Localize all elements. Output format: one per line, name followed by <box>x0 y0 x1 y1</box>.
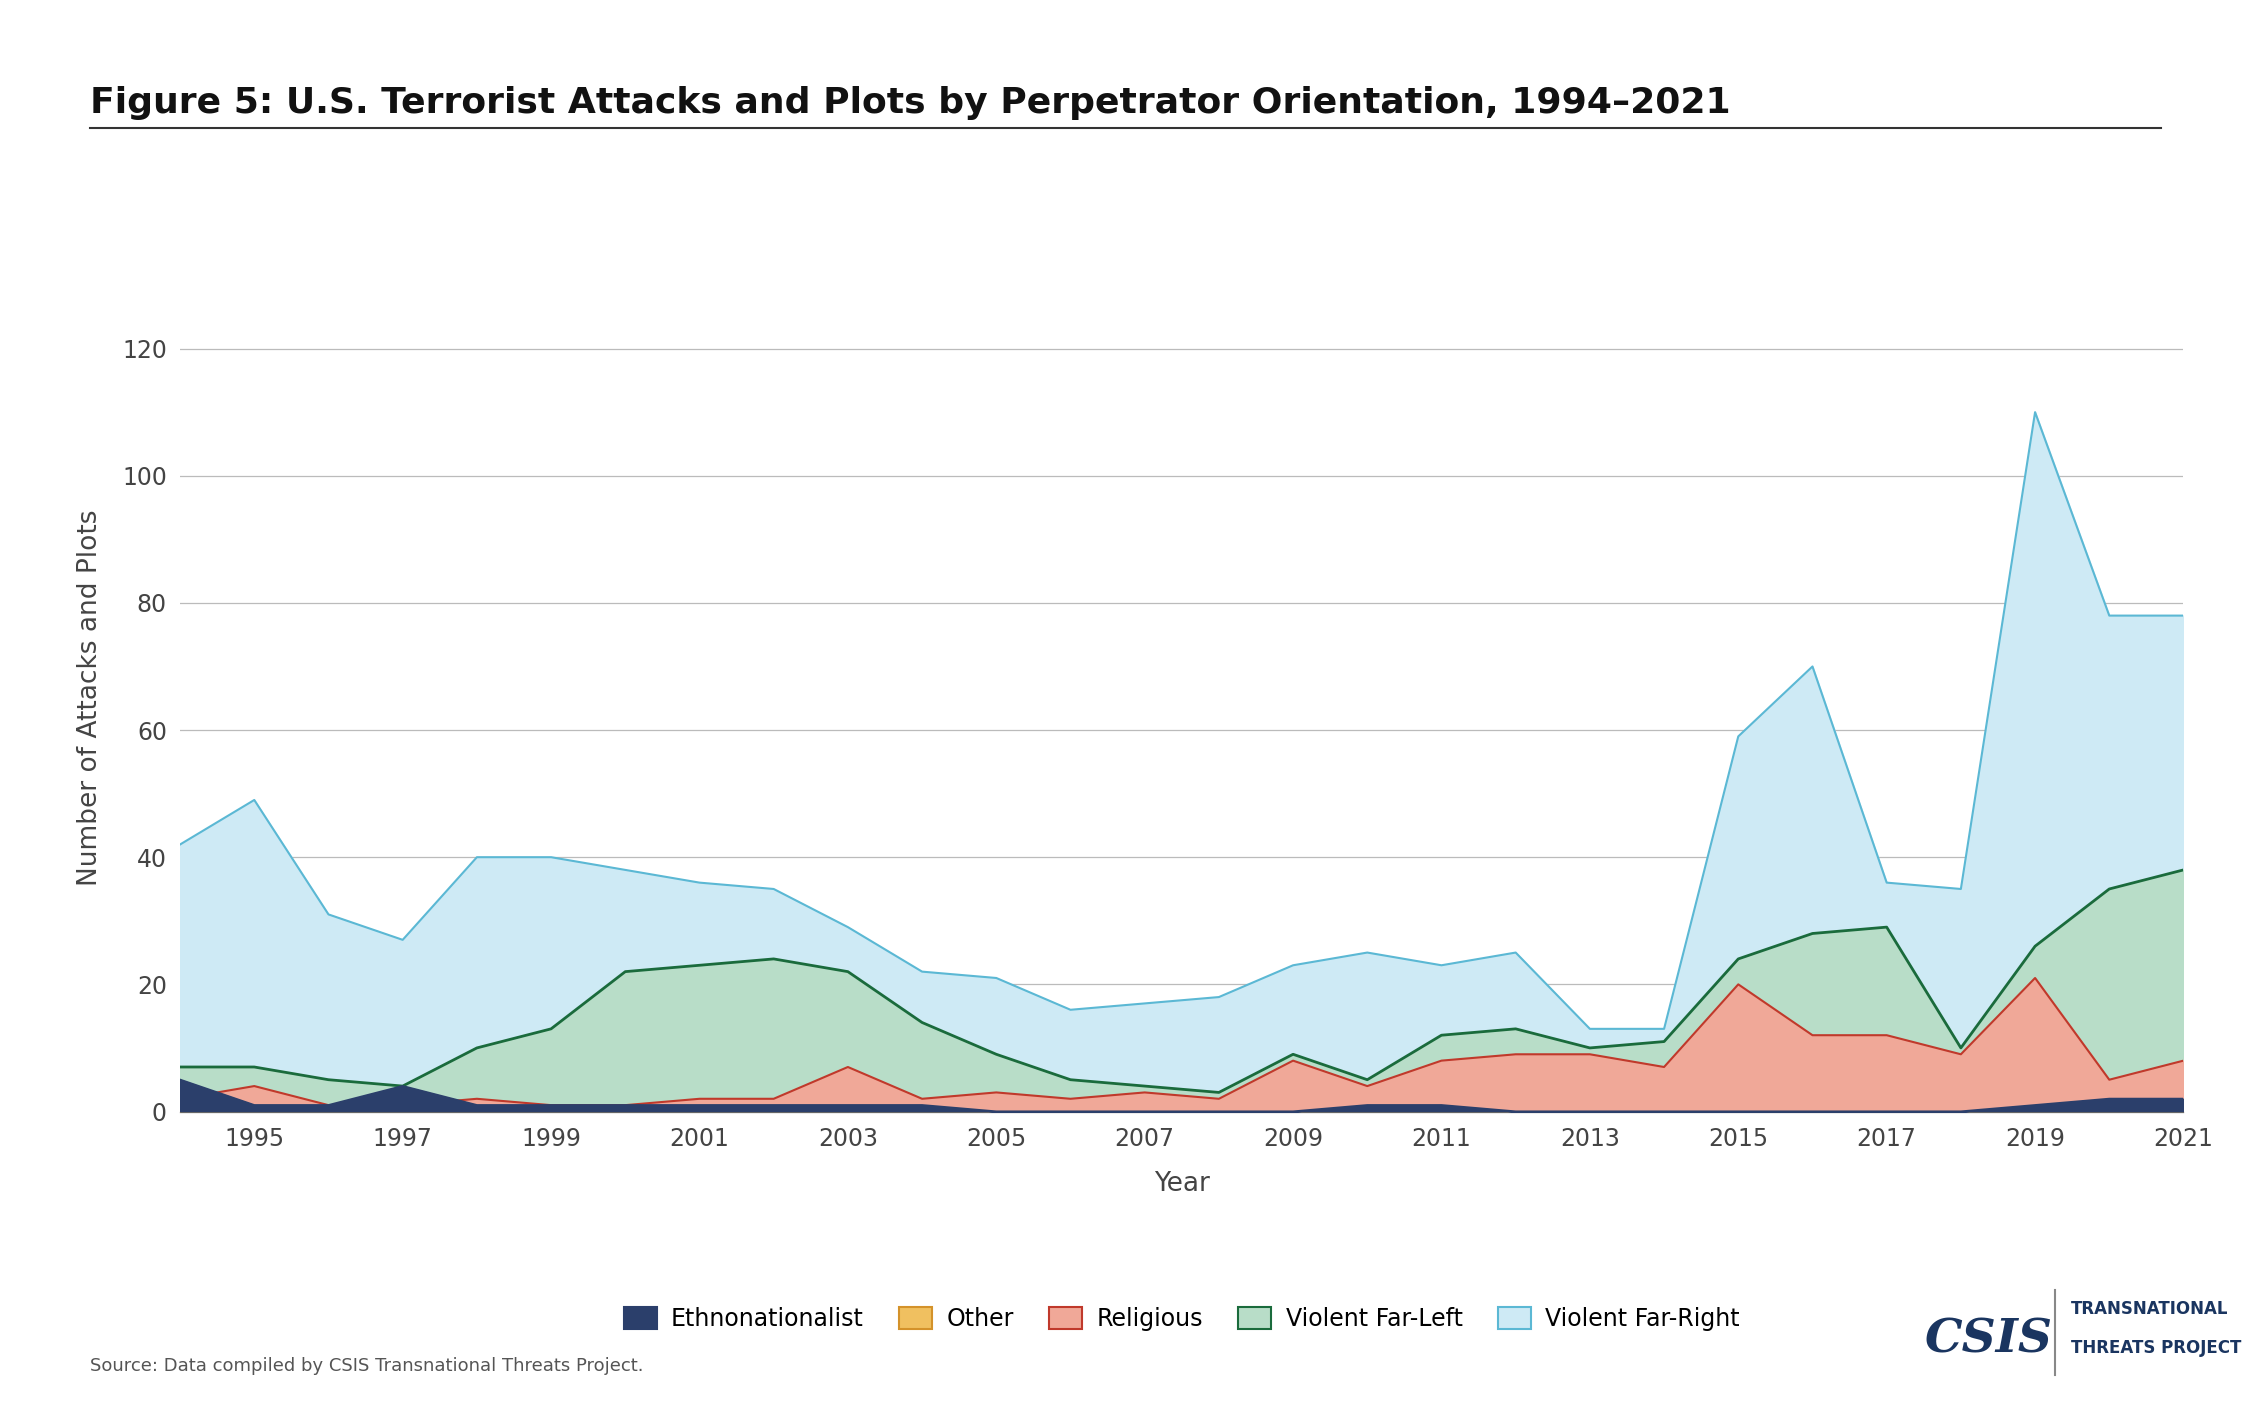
Text: CSIS: CSIS <box>1925 1317 2053 1362</box>
X-axis label: Year: Year <box>1155 1171 1209 1197</box>
Legend: Ethnonationalist, Other, Religious, Violent Far-Left, Violent Far-Right: Ethnonationalist, Other, Religious, Viol… <box>624 1307 1740 1331</box>
Text: Figure 5: U.S. Terrorist Attacks and Plots by Perpetrator Orientation, 1994–2021: Figure 5: U.S. Terrorist Attacks and Plo… <box>90 86 1731 120</box>
Text: THREATS PROJECT: THREATS PROJECT <box>2071 1338 2242 1357</box>
Text: TRANSNATIONAL: TRANSNATIONAL <box>2071 1300 2228 1318</box>
Y-axis label: Number of Attacks and Plots: Number of Attacks and Plots <box>77 510 104 886</box>
Text: Source: Data compiled by CSIS Transnational Threats Project.: Source: Data compiled by CSIS Transnatio… <box>90 1357 644 1375</box>
